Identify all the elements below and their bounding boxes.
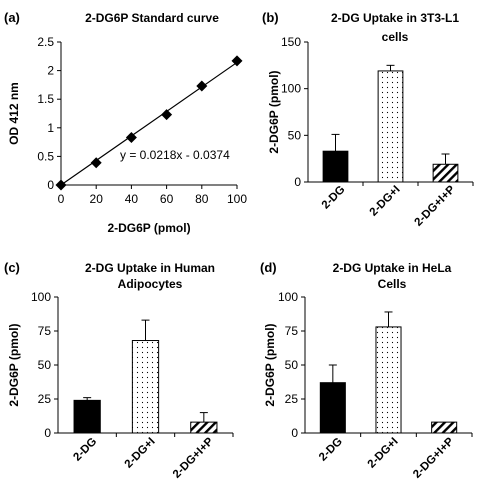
bar-2-dg [73, 399, 101, 434]
x-tick-label: 60 [160, 192, 174, 206]
data-point [161, 109, 173, 121]
bar-2-dg-i [131, 340, 160, 434]
data-point [90, 157, 102, 169]
category-label: 2-DG [71, 436, 99, 464]
chart-title: 2-DG Uptake in Human [85, 261, 215, 275]
data-point [231, 55, 243, 67]
y-tick-label: 0.5 [37, 149, 54, 163]
x-tick-label: 100 [227, 192, 247, 206]
y-tick-label: 0 [291, 426, 298, 440]
data-point [125, 132, 137, 144]
y-tick-label: 100 [278, 290, 298, 304]
data-point [196, 80, 208, 92]
bar-2-dg-i-p [190, 421, 218, 434]
chart-title: 2-DG Uptake in 3T3-L1 [331, 11, 459, 25]
x-tick-label: 40 [125, 192, 139, 206]
category-label: 2-DG [320, 184, 348, 212]
category-label: 2-DG+I+P [411, 435, 456, 480]
y-tick-label: 50 [38, 358, 52, 372]
bar-2-dg-i-p [431, 421, 458, 434]
y-axis-label: 2-DG6P (pmol) [267, 70, 281, 153]
x-tick-label: 80 [195, 192, 209, 206]
y-axis-label: 2-DG6P (pmol) [7, 323, 21, 406]
x-tick-label: 0 [58, 192, 65, 206]
y-tick-label: 100 [31, 290, 51, 304]
y-tick-label: 1.5 [37, 92, 54, 106]
y-tick-label: 50 [288, 128, 302, 142]
chart-title: 2-DG Uptake in HeLa [333, 261, 452, 275]
y-tick-label: 1 [47, 121, 54, 135]
chart-title: cells [382, 30, 409, 44]
y-tick-label: 100 [281, 82, 301, 96]
y-axis-label: OD 412 nm [7, 82, 21, 145]
y-tick-label: 50 [285, 358, 299, 372]
y-tick-label: 2.5 [37, 35, 54, 49]
category-label: 2-DG+I [368, 184, 403, 219]
data-point [55, 179, 67, 191]
y-tick-label: 0 [44, 426, 51, 440]
category-label: 2-DG+I [123, 436, 158, 471]
trendline-equation: y = 0.0218x - 0.0374 [120, 148, 230, 162]
panel-hela-uptake: (d) 2-DG Uptake in HeLa Cells 0 25 50 75 100 2-D… [260, 260, 473, 481]
y-tick-label: 2 [47, 64, 54, 78]
y-tick-label: 25 [285, 392, 299, 406]
bar-2-dg [319, 382, 346, 434]
y-tick-label: 25 [38, 392, 52, 406]
panel-3t3-l1-uptake: (b) 2-DG Uptake in 3T3-L1 cells 0 50 100 150 2-… [262, 10, 474, 229]
panel-human-adipocytes-uptake: (c) 2-DG Uptake in Human Adipocytes 0 25 50 75… [4, 260, 234, 481]
category-label: 2-DG+I+P [171, 435, 216, 480]
x-axis-label: 2-DG6P (pmol) [107, 221, 190, 235]
category-label: 2-DG+I+P [413, 183, 458, 228]
x-tick-label: 20 [90, 192, 104, 206]
chart-title: 2-DG6P Standard curve [85, 11, 219, 25]
panel-standard-curve: (a) 2-DG6P Standard curve 0 0.5 1 1.5 2 2.5 OD 4… [4, 10, 247, 235]
chart-title: Cells [378, 277, 407, 291]
category-label: 2-DG+I [366, 436, 401, 471]
chart-title: Adipocytes [118, 277, 183, 291]
y-tick-label: 75 [285, 324, 299, 338]
y-axis-label: 2-DG6P (pmol) [263, 323, 277, 406]
category-label: 2-DG [317, 436, 345, 464]
bar-2-dg [322, 150, 349, 183]
y-tick-label: 75 [38, 324, 52, 338]
panel-label: (b) [262, 10, 279, 25]
panel-label: (a) [4, 10, 20, 25]
panel-label: (c) [4, 260, 20, 275]
bar-2-dg-i-p [432, 163, 459, 183]
panel-label: (d) [260, 260, 277, 275]
y-tick-label: 150 [281, 35, 301, 49]
bar-2-dg-i [375, 326, 402, 434]
bar-2-dg-i [377, 70, 404, 183]
y-tick-label: 0 [47, 178, 54, 192]
y-tick-label: 0 [294, 175, 301, 189]
trendline [60, 61, 238, 186]
